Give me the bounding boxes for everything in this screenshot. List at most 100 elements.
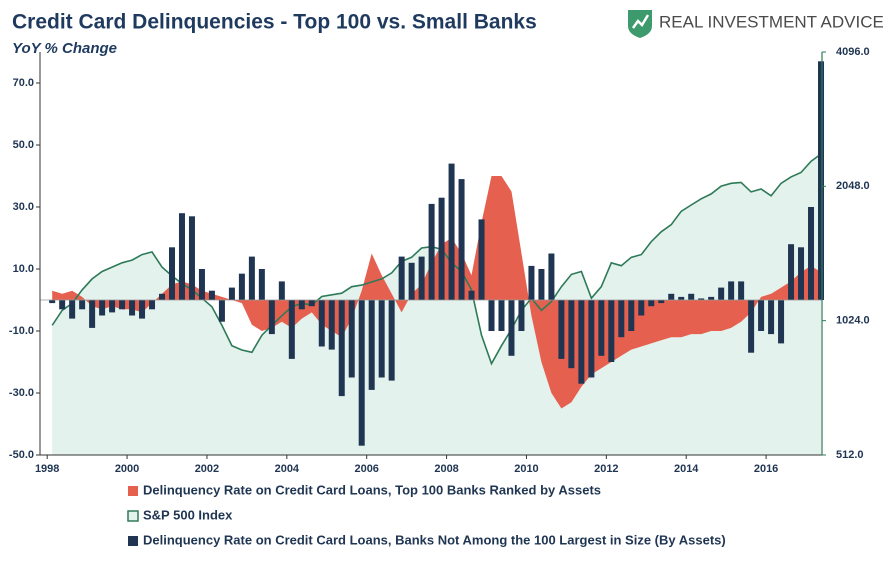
bar (488, 300, 495, 331)
bar (89, 300, 96, 328)
bar (418, 256, 425, 300)
bar (338, 300, 345, 397)
bar (748, 300, 755, 353)
bar (218, 300, 225, 322)
bar (428, 203, 435, 300)
bar (658, 300, 665, 304)
bar (528, 265, 535, 300)
bar (268, 300, 275, 335)
bar (498, 300, 505, 331)
bar (698, 298, 705, 300)
bar (578, 300, 585, 384)
bar (139, 300, 146, 319)
y-tick-label: -10.0 (9, 325, 34, 337)
bar (318, 300, 325, 347)
bar (708, 296, 715, 300)
brand-name: REAL INVESTMENT ADVICE (659, 12, 883, 31)
bar (378, 300, 385, 378)
bar (69, 300, 76, 319)
x-tick-label: 2016 (754, 463, 778, 475)
bar (728, 281, 735, 300)
y-tick-label: 50.0 (13, 139, 34, 151)
x-tick-label: 2004 (275, 463, 300, 475)
bar (328, 300, 335, 350)
bar (588, 300, 595, 378)
bar (278, 281, 285, 300)
x-tick-label: 2006 (354, 463, 378, 475)
bar (119, 300, 126, 310)
bar (388, 300, 395, 381)
x-tick-label: 2000 (115, 463, 139, 475)
bar (718, 287, 725, 300)
bar (738, 281, 745, 300)
y2-tick-label: 4096.0 (836, 46, 870, 58)
bar (149, 300, 156, 310)
logo-icon-arrow (631, 14, 650, 29)
bar (598, 300, 605, 356)
bar (298, 300, 305, 310)
chart-title: Credit Card Delinquencies - Top 100 vs. … (12, 11, 537, 34)
bar (208, 290, 215, 300)
legend-swatch (128, 486, 138, 496)
legend-swatch (127, 510, 139, 522)
sp500-fill (52, 154, 821, 455)
bar (668, 293, 675, 300)
bar (638, 300, 645, 316)
bar (288, 300, 295, 359)
legend-swatch (128, 536, 138, 546)
y-tick-label: 30.0 (13, 201, 34, 213)
bar (678, 296, 685, 300)
bar (368, 300, 375, 390)
legend-label: Delinquency Rate on Credit Card Loans, B… (143, 532, 726, 547)
bar (448, 163, 455, 300)
bar (608, 300, 615, 362)
bar (248, 256, 255, 300)
x-tick-label: 2014 (674, 463, 699, 475)
y-tick-label: 10.0 (13, 263, 34, 275)
bar (438, 197, 445, 300)
bar (478, 219, 485, 300)
bar (648, 300, 655, 307)
bar (538, 269, 545, 300)
bar (198, 269, 205, 300)
x-tick-label: 2002 (195, 463, 219, 475)
y2-tick-label: 2048.0 (836, 180, 870, 192)
chart-subtitle: YoY % Change (12, 40, 117, 57)
y2-tick-label: 512.0 (836, 449, 864, 461)
bar (518, 300, 525, 331)
bar (818, 61, 825, 300)
bar (788, 244, 795, 300)
bar (768, 300, 775, 335)
y2-tick-label: 1024.0 (836, 315, 870, 327)
x-tick-label: 2012 (594, 463, 618, 475)
bar (49, 300, 56, 304)
bar (458, 179, 465, 300)
bar (228, 287, 235, 300)
bar (778, 300, 785, 344)
bar (358, 300, 365, 446)
x-tick-label: 1998 (35, 463, 59, 475)
bar (238, 273, 245, 300)
x-tick-label: 2008 (434, 463, 458, 475)
bar (308, 300, 315, 307)
y-tick-label: 70.0 (13, 77, 34, 89)
bar (468, 290, 475, 300)
legend-label: Delinquency Rate on Credit Card Loans, T… (143, 482, 601, 497)
bar (159, 293, 166, 300)
bar (798, 247, 805, 300)
bar (188, 216, 195, 300)
bar (568, 300, 575, 369)
bar (558, 300, 565, 359)
bar (79, 300, 86, 310)
bar (688, 293, 695, 300)
y-tick-label: -50.0 (9, 449, 34, 461)
bar (258, 269, 265, 300)
legend-label: S&P 500 Index (143, 507, 233, 522)
x-tick-label: 2010 (514, 463, 538, 475)
bar (758, 300, 765, 331)
bar (808, 207, 815, 300)
bar (109, 300, 116, 313)
bar (99, 300, 106, 316)
bar (628, 300, 635, 331)
